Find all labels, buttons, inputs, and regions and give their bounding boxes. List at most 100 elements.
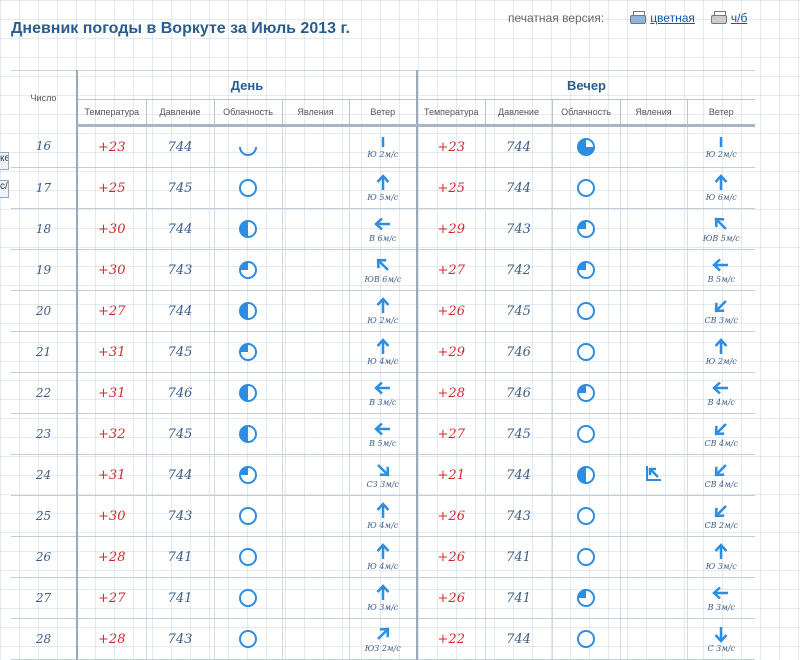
wind-arrow-icon (374, 584, 392, 602)
page-title: Дневник погоды в Воркуте за Июль 2013 г. (11, 20, 350, 37)
day-wind: ЮВ 6м/с (348, 249, 417, 291)
day-phenomena (281, 372, 349, 414)
printer-bw-icon[interactable] (710, 11, 727, 25)
day-cloud-half-cloudy-icon (213, 372, 282, 414)
day-wind-label: Ю 3м/с (367, 603, 399, 612)
wind-arrow-icon (374, 297, 392, 315)
day-pressure: 745 (145, 167, 214, 209)
day-temperature: +31 (76, 331, 146, 373)
day-wind-label: В 3м/с (369, 398, 397, 407)
print-color-link[interactable]: цветная (650, 11, 695, 25)
evening-cloud-clear-icon (551, 618, 620, 660)
day-wind-label: В 6м/с (369, 234, 397, 243)
day-wind: В 5м/с (348, 413, 417, 455)
evening-wind-label: ЮВ 5м/с (702, 234, 740, 243)
day-pressure: 741 (145, 536, 214, 578)
evening-temperature: +26 (416, 536, 485, 578)
day-cloud-half-cloudy-icon (213, 413, 282, 455)
evening-cloud-clear-icon (551, 536, 620, 578)
print-bw-link[interactable]: ч/б (730, 11, 748, 25)
table-row: 28 +28 743 ЮЗ 2м/с +22 744 С 3м/с (11, 618, 755, 660)
day-phenomena (281, 577, 349, 619)
evening-wind-label: В 4м/с (707, 398, 735, 407)
day-temp-header: Температура (76, 99, 146, 127)
date-cell: 18 (11, 208, 77, 250)
evening-wind-label: СВ 4м/с (704, 480, 738, 489)
date-cell: 28 (11, 618, 77, 660)
day-wind: Ю 2м/с (348, 125, 417, 168)
day-group-header: День (76, 70, 417, 100)
day-phenomena (281, 536, 349, 578)
evening-temperature: +26 (416, 290, 485, 332)
evening-wind: СВ 4м/с (686, 454, 755, 496)
day-phenomena (281, 495, 349, 537)
evening-phenomena-header: Явления (619, 99, 687, 127)
day-wind-label: СЗ 3м/с (366, 480, 400, 489)
table-row: 16 +23 744 Ю 2м/с +23 744 Ю 2м/с (11, 125, 755, 168)
left-sidebar-stub[interactable]: ке (0, 152, 9, 170)
evening-pressure: 746 (484, 372, 552, 414)
evening-wind: В 4м/с (686, 372, 755, 414)
table-row: 20 +27 744 Ю 2м/с +26 745 СВ 3м/с (11, 290, 755, 332)
wind-arrow-icon (374, 135, 392, 149)
evening-cloud-clear-icon (551, 167, 620, 209)
evening-wind-label: Ю 2м/с (705, 357, 737, 366)
evening-wind: Ю 6м/с (686, 167, 755, 209)
evening-wind-label: Ю 3м/с (705, 562, 737, 571)
evening-wind: СВ 2м/с (686, 495, 755, 537)
day-wind: Ю 4м/с (348, 536, 417, 578)
printer-color-icon[interactable] (630, 11, 647, 25)
day-temperature: +25 (76, 167, 146, 209)
wind-arrow-icon (374, 543, 392, 561)
wind-arrow-icon (712, 338, 730, 356)
date-cell: 21 (11, 331, 77, 373)
evening-cloud-clear-icon (551, 331, 620, 373)
day-wind: Ю 4м/с (348, 495, 417, 537)
evening-temperature: +27 (416, 413, 485, 455)
day-wind: Ю 3м/с (348, 577, 417, 619)
day-cloud-clear-icon (213, 618, 282, 660)
date-cell: 24 (11, 454, 77, 496)
day-temperature: +31 (76, 372, 146, 414)
day-cloud-partly-cloudy-icon (213, 125, 282, 168)
table-row: 21 +31 745 Ю 4м/с +29 746 Ю 2м/с (11, 331, 755, 373)
wind-arrow-icon (374, 625, 392, 643)
day-cloud-header: Облачность (213, 99, 282, 127)
evening-cloud-mostly-clear-icon (551, 372, 620, 414)
left-sidebar-stub[interactable]: с/ (0, 180, 9, 198)
wind-arrow-icon (712, 256, 730, 274)
day-wind: В 3м/с (348, 372, 417, 414)
day-cloud-mostly-clear-icon (213, 249, 282, 291)
day-wind: Ю 4м/с (348, 331, 417, 373)
day-pressure: 743 (145, 495, 214, 537)
wind-arrow-icon (374, 338, 392, 356)
day-cloud-clear-icon (213, 577, 282, 619)
evening-phenomena (619, 536, 687, 578)
day-pressure: 741 (145, 577, 214, 619)
day-wind-label: Ю 4м/с (367, 562, 399, 571)
evening-wind-label: С 3м/с (707, 644, 736, 653)
evening-phenomena (619, 372, 687, 414)
table-row: 26 +28 741 Ю 4м/с +26 741 Ю 3м/с (11, 536, 755, 578)
day-temperature: +30 (76, 495, 146, 537)
evening-pressure: 744 (484, 618, 552, 660)
wind-arrow-icon (712, 461, 730, 479)
evening-wind-label: В 5м/с (707, 275, 735, 284)
day-phenomena (281, 208, 349, 250)
wind-arrow-icon (373, 379, 392, 397)
wind-arrow-icon (374, 502, 392, 520)
evening-pressure: 744 (484, 125, 552, 168)
day-phenomena (281, 454, 349, 496)
evening-pressure: 745 (484, 290, 552, 332)
day-phenomena (281, 331, 349, 373)
day-phenomena (281, 125, 349, 168)
evening-cloud-mostly-clear-icon (551, 249, 620, 291)
evening-pressure: 741 (484, 536, 552, 578)
day-wind-label: ЮЗ 2м/с (364, 644, 401, 653)
wind-arrow-icon (712, 502, 730, 520)
evening-wind: Ю 2м/с (686, 331, 755, 373)
evening-wind: Ю 2м/с (686, 125, 755, 168)
evening-wind-header: Ветер (686, 99, 755, 127)
table-row: 22 +31 746 В 3м/с +28 746 В 4м/с (11, 372, 755, 414)
evening-wind: Ю 3м/с (686, 536, 755, 578)
